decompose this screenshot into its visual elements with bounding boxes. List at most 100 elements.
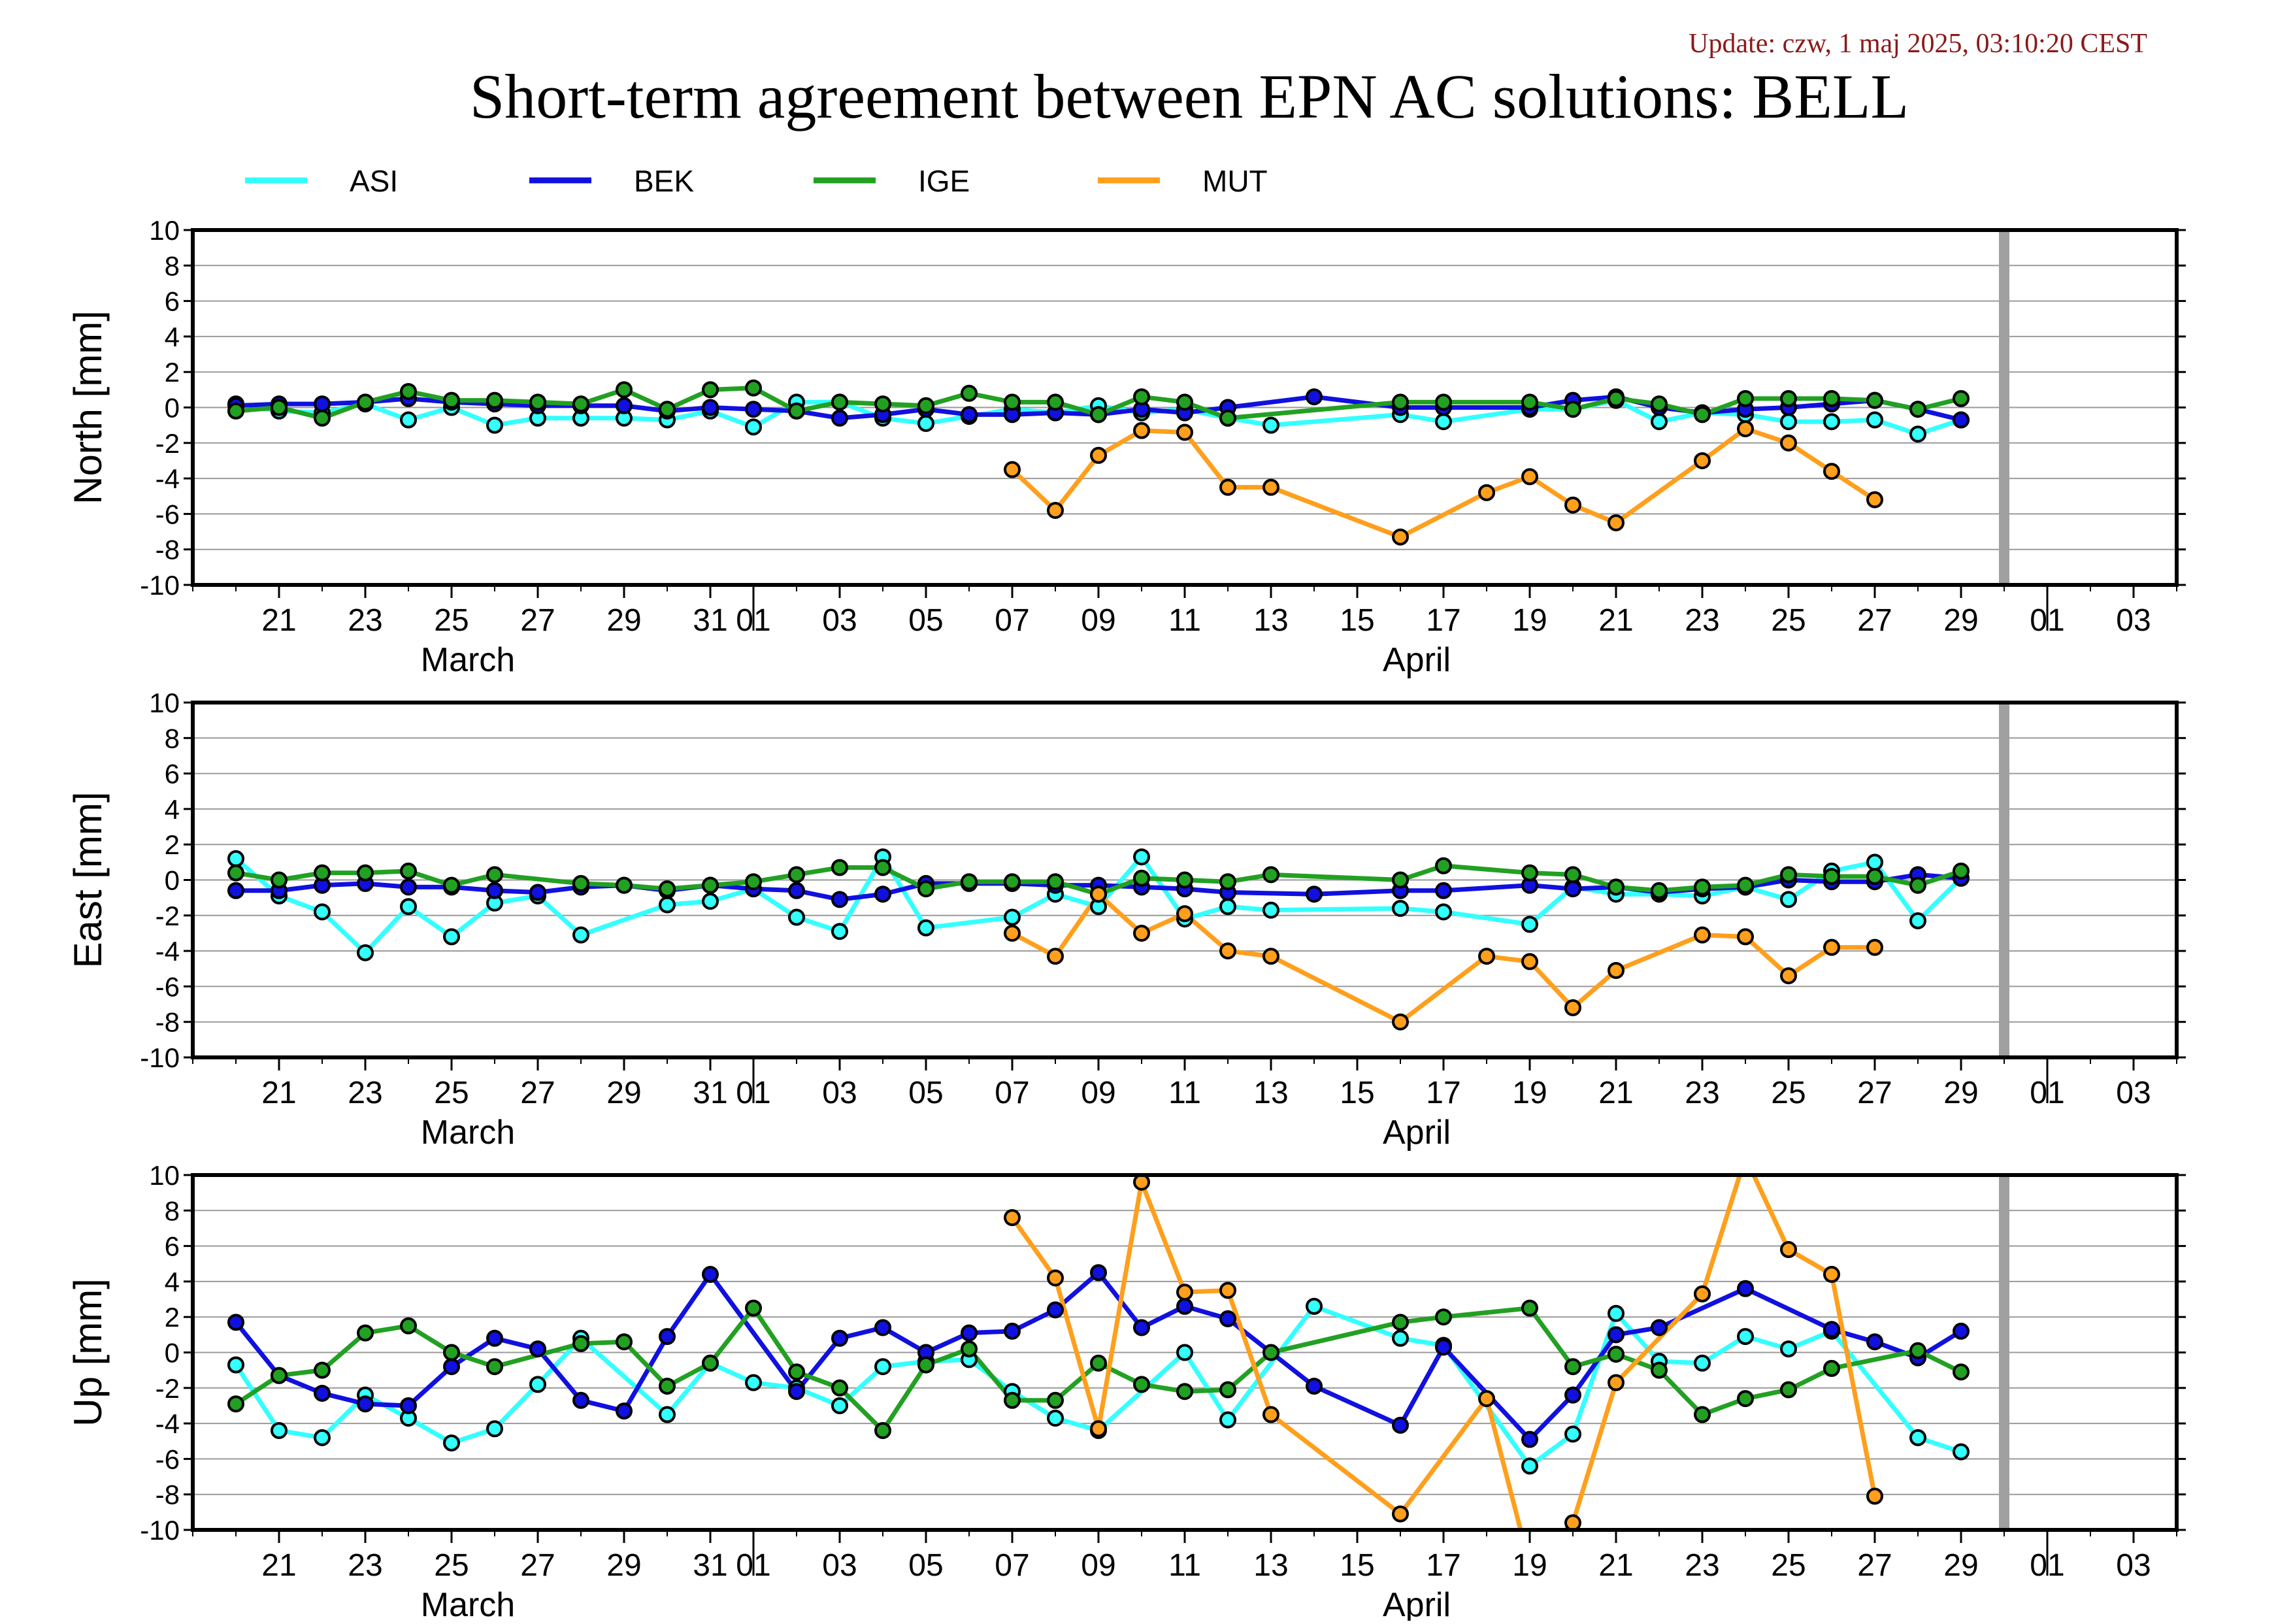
data-point-ige bbox=[1133, 388, 1150, 406]
data-point-asi bbox=[1564, 1425, 1581, 1443]
data-point-bek bbox=[314, 1384, 331, 1402]
data-point-ige bbox=[357, 1324, 374, 1342]
data-point-asi bbox=[917, 919, 934, 936]
data-point-ige bbox=[1176, 871, 1193, 889]
legend-label: MUT bbox=[1202, 164, 1268, 198]
x-tick-label: 21 bbox=[261, 1076, 296, 1110]
x-tick-label: 31 bbox=[693, 1076, 727, 1110]
data-point-asi bbox=[1392, 1329, 1409, 1347]
data-point-bek bbox=[357, 1395, 374, 1413]
data-point-bek bbox=[1651, 1319, 1668, 1336]
data-point-bek bbox=[659, 1328, 676, 1346]
data-point-bek bbox=[486, 882, 503, 899]
data-point-asi bbox=[1219, 898, 1236, 916]
x-tick-label: 11 bbox=[1168, 1548, 1201, 1583]
x-tick-label: 27 bbox=[520, 603, 555, 638]
data-point-asi bbox=[1521, 1457, 1538, 1475]
data-point-ige bbox=[1004, 873, 1021, 891]
data-point-mut bbox=[1090, 886, 1107, 903]
data-point-bek bbox=[443, 1358, 460, 1376]
y-tick-label: 8 bbox=[165, 1195, 180, 1226]
data-point-ige bbox=[961, 384, 978, 402]
panel-up: 10 8 6 4 2 0 -2 -4 -6 -8 -10 21 23 25 27 29 31 01 03 05 07 09… bbox=[66, 1160, 2186, 1624]
data-point-bek bbox=[1953, 1322, 1970, 1340]
x-tick-label: 01 bbox=[2030, 1548, 2064, 1583]
x-tick-label: 23 bbox=[1685, 603, 1719, 638]
data-point-ige bbox=[486, 866, 503, 884]
data-point-mut bbox=[1694, 926, 1711, 944]
data-point-asi bbox=[572, 926, 589, 944]
data-point-ige bbox=[1521, 864, 1538, 882]
data-point-ige bbox=[659, 1378, 676, 1395]
data-point-mut bbox=[1780, 434, 1797, 452]
month-label: March bbox=[421, 1114, 515, 1152]
data-point-asi bbox=[1780, 891, 1797, 908]
data-point-mut bbox=[1176, 1284, 1193, 1301]
x-tick-label: 21 bbox=[261, 603, 296, 638]
data-point-ige bbox=[917, 880, 934, 898]
x-tick-label: 27 bbox=[1857, 603, 1892, 638]
data-point-ige bbox=[443, 391, 460, 409]
legend-item-bek: BEK bbox=[529, 164, 694, 198]
data-point-asi bbox=[1737, 1328, 1754, 1346]
data-point-asi bbox=[1047, 1409, 1064, 1427]
data-point-mut bbox=[1047, 948, 1064, 965]
x-tick-label: 13 bbox=[1253, 1076, 1288, 1110]
x-tick-label: 13 bbox=[1253, 603, 1288, 638]
data-point-asi bbox=[227, 1356, 244, 1374]
data-point-asi bbox=[314, 903, 331, 921]
data-point-ige bbox=[1608, 1346, 1625, 1363]
x-tick-label: 27 bbox=[520, 1548, 555, 1583]
data-point-asi bbox=[1866, 411, 1883, 429]
data-point-ige bbox=[314, 409, 331, 427]
x-tick-label: 25 bbox=[1771, 603, 1806, 638]
data-point-bek bbox=[831, 891, 848, 908]
data-point-ige bbox=[572, 1334, 589, 1352]
data-point-bek bbox=[1564, 1386, 1581, 1404]
data-point-asi bbox=[227, 850, 244, 867]
today-marker bbox=[1999, 703, 2009, 1057]
data-point-asi bbox=[659, 1406, 676, 1423]
data-point-mut bbox=[1564, 496, 1581, 514]
y-axis-label: Up [mm] bbox=[66, 1278, 110, 1427]
data-point-ige bbox=[486, 1358, 503, 1376]
data-point-mut bbox=[1133, 422, 1150, 439]
data-point-mut bbox=[1219, 942, 1236, 960]
x-tick-label: 01 bbox=[2030, 603, 2064, 638]
x-tick-label: 07 bbox=[995, 1076, 1029, 1110]
data-point-ige bbox=[400, 383, 417, 401]
month-label: April bbox=[1383, 1586, 1451, 1621]
x-tick-label: 25 bbox=[434, 1548, 469, 1583]
y-axis-label: East [mm] bbox=[66, 791, 110, 968]
month-label: March bbox=[421, 1586, 515, 1621]
data-point-ige bbox=[1953, 389, 1970, 407]
series-group bbox=[227, 848, 1970, 1031]
data-point-bek bbox=[616, 397, 633, 414]
x-tick-label: 03 bbox=[2116, 1076, 2151, 1110]
data-point-ige bbox=[616, 876, 633, 894]
data-point-ige bbox=[874, 859, 891, 876]
data-point-ige bbox=[616, 381, 633, 399]
y-tick-label: -10 bbox=[140, 1515, 180, 1546]
data-point-mut bbox=[1564, 1514, 1581, 1530]
y-tick-label: 4 bbox=[165, 322, 180, 352]
data-point-asi bbox=[1435, 903, 1452, 921]
data-point-bek bbox=[1219, 1310, 1236, 1327]
x-tick-label: 11 bbox=[1168, 603, 1201, 638]
series-line-mut bbox=[1010, 426, 1877, 540]
data-point-mut bbox=[1047, 501, 1064, 519]
data-point-bek bbox=[1866, 1333, 1883, 1351]
data-point-asi bbox=[1694, 1354, 1711, 1372]
y-tick-label: -8 bbox=[156, 1480, 180, 1510]
data-point-bek bbox=[400, 878, 417, 896]
data-point-ige bbox=[1521, 393, 1538, 411]
data-point-mut bbox=[1004, 1209, 1021, 1227]
y-tick-label: 0 bbox=[165, 1338, 180, 1368]
x-tick-label: 25 bbox=[434, 1076, 469, 1110]
data-point-mut bbox=[1823, 1266, 1840, 1284]
x-tick-label: 11 bbox=[1168, 1076, 1201, 1110]
data-point-ige bbox=[1953, 1363, 1970, 1381]
y-tick-label: 4 bbox=[165, 794, 180, 825]
data-point-bek bbox=[572, 1391, 589, 1409]
data-point-ige bbox=[1780, 389, 1797, 407]
